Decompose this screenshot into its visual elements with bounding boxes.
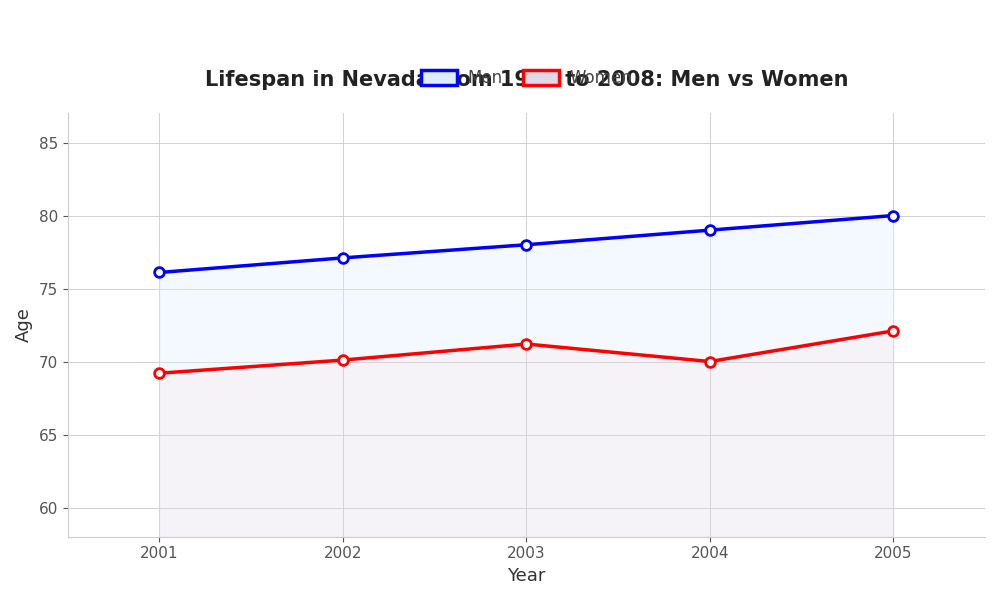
X-axis label: Year: Year <box>507 567 546 585</box>
Y-axis label: Age: Age <box>15 308 33 343</box>
Legend: Men, Women: Men, Women <box>414 62 639 94</box>
Title: Lifespan in Nevada from 1960 to 2008: Men vs Women: Lifespan in Nevada from 1960 to 2008: Me… <box>205 70 848 89</box>
